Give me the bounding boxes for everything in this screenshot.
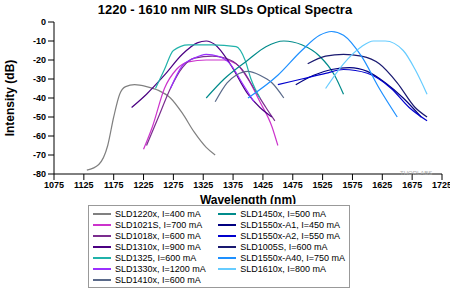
html-text:SLD1610x, I=800 mA: SLD1610x, I=800 mA xyxy=(240,263,326,274)
svg-text:1225: 1225 xyxy=(134,180,154,190)
svg-text:1275: 1275 xyxy=(163,180,183,190)
html-text:SLD1325, I=600 mA: SLD1325, I=600 mA xyxy=(115,252,197,263)
svg-text:1175: 1175 xyxy=(104,180,124,190)
svg-text:Wavelength (nm): Wavelength (nm) xyxy=(200,193,296,204)
svg-text:1425: 1425 xyxy=(253,180,273,190)
svg-text:-70: -70 xyxy=(33,150,46,160)
svg-text:-10: -10 xyxy=(33,36,46,46)
svg-text:-20: -20 xyxy=(33,55,46,65)
html-text:THORLABS: THORLABS xyxy=(400,170,433,176)
html-text:SLD1550x-A40, I=750 mA: SLD1550x-A40, I=750 mA xyxy=(240,252,345,263)
svg-text:1325: 1325 xyxy=(193,180,213,190)
svg-text:-50: -50 xyxy=(33,112,46,122)
svg-text:-40: -40 xyxy=(33,93,46,103)
svg-text:1375: 1375 xyxy=(223,180,243,190)
svg-text:1475: 1475 xyxy=(283,180,303,190)
svg-text:1675: 1675 xyxy=(402,180,422,190)
html-text:SLD1330x, I=1200 mA: SLD1330x, I=1200 mA xyxy=(115,263,206,274)
html-text:SLD1005S, I=600 mA: SLD1005S, I=600 mA xyxy=(240,241,328,252)
html-text:SLD1410x, I=600 mA: SLD1410x, I=600 mA xyxy=(115,274,201,285)
svg-text:0: 0 xyxy=(41,18,46,27)
svg-text:1075: 1075 xyxy=(44,180,64,190)
html-text:SLD1018x, I=600 mA: SLD1018x, I=600 mA xyxy=(115,230,201,241)
svg-text:1125: 1125 xyxy=(74,180,94,190)
html-text:SLD1310x, I=900 mA: SLD1310x, I=900 mA xyxy=(115,241,201,252)
svg-text:Intensity (dB): Intensity (dB) xyxy=(8,60,17,137)
svg-text:-60: -60 xyxy=(33,131,46,141)
svg-text:1625: 1625 xyxy=(372,180,392,190)
svg-text:-30: -30 xyxy=(33,74,46,84)
html-text:SLD1550x-A2, I=550 mA: SLD1550x-A2, I=550 mA xyxy=(240,230,340,241)
svg-text:1725: 1725 xyxy=(432,180,442,190)
html-text:SLD1220x, I=400 mA: SLD1220x, I=400 mA xyxy=(115,208,201,219)
html-text:SLD1021S, I=700 mA: SLD1021S, I=700 mA xyxy=(115,219,203,230)
html-text:SLD1550x-A1, I=450 mA: SLD1550x-A1, I=450 mA xyxy=(240,219,340,230)
html-text:1220 - 1610 nm NIR SLDs Optica: 1220 - 1610 nm NIR SLDs Optical Spectra xyxy=(97,2,353,17)
svg-text:1575: 1575 xyxy=(342,180,362,190)
svg-text:1525: 1525 xyxy=(313,180,333,190)
svg-text:-80: -80 xyxy=(33,169,46,179)
html-text:SLD1450x, I=500 mA: SLD1450x, I=500 mA xyxy=(240,208,326,219)
